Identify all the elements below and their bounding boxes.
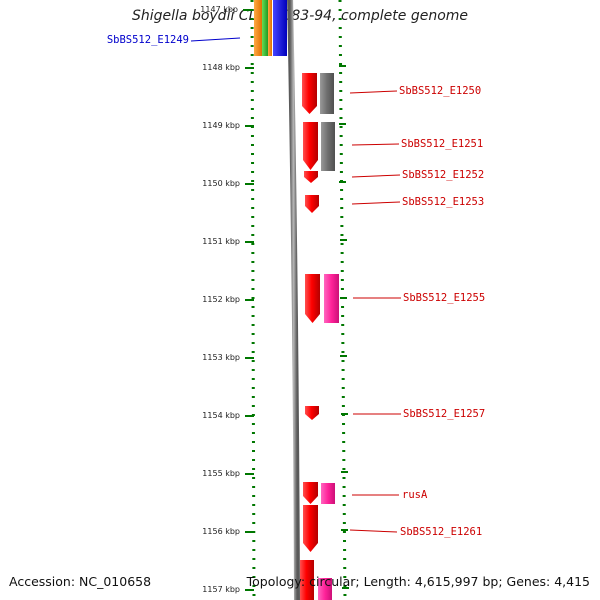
gene-label-e1250[interactable]: SbBS512_E1250 <box>399 85 481 97</box>
map-title: Shigella boydii CDC 3083-94, complete ge… <box>131 8 469 24</box>
axis-tick-label: 1149 kbp <box>202 121 240 130</box>
gene-arrow-e1261[interactable] <box>303 505 318 552</box>
label-line-e1253 <box>351 201 401 205</box>
gene-label-e1261[interactable]: SbBS512_E1261 <box>400 526 482 538</box>
genome-backbone <box>287 0 300 600</box>
cog-block-rusa <box>321 483 335 504</box>
gene-label-e1252[interactable]: SbBS512_E1252 <box>402 169 484 181</box>
gene-arrow-rusa[interactable] <box>303 482 318 504</box>
cog-block-e1250 <box>320 73 334 114</box>
axis-tick-label: 1154 kbp <box>202 411 240 420</box>
dotted-track-left <box>250 0 256 600</box>
gene-arrow-e1257[interactable] <box>305 406 319 420</box>
axis-tick-label: 1155 kbp <box>202 469 240 478</box>
gene-arrow-e1251[interactable] <box>303 122 318 170</box>
gene-arrow-bottom[interactable] <box>300 560 314 600</box>
gene-arrow-e1252[interactable] <box>304 171 318 183</box>
label-line-e1250 <box>349 90 398 94</box>
axis-tick-label: 1150 kbp <box>202 179 240 188</box>
gene-label-e1253[interactable]: SbBS512_E1253 <box>402 196 484 208</box>
gene-block-e1249[interactable] <box>254 0 287 56</box>
gene-label-e1249[interactable]: SbBS512_E1249 <box>107 34 189 46</box>
coordinate-axis: 1147 kbp 1148 kbp 1149 kbp 1150 kbp 1151… <box>200 5 254 594</box>
gene-arrow-e1250[interactable] <box>302 73 317 114</box>
right-track-ticks <box>339 65 349 589</box>
gene-label-e1255[interactable]: SbBS512_E1255 <box>403 292 485 304</box>
gene-arrow-e1255[interactable] <box>305 274 320 323</box>
gene-label-rusa[interactable]: rusA <box>402 489 428 501</box>
genome-summary-text: Topology: circular; Length: 4,615,997 bp… <box>246 574 590 589</box>
label-line-e1261 <box>349 529 398 533</box>
axis-tick-label: 1148 kbp <box>202 63 240 72</box>
label-line-e1249 <box>190 37 241 42</box>
axis-tick-label: 1153 kbp <box>202 353 240 362</box>
axis-tick-label: 1152 kbp <box>202 295 240 304</box>
gene-label-e1251[interactable]: SbBS512_E1251 <box>401 138 483 150</box>
label-line-e1252 <box>351 174 401 178</box>
cog-block-e1251 <box>321 122 335 171</box>
axis-tick-label: 1151 kbp <box>202 237 240 246</box>
cog-block-bottom <box>318 578 332 600</box>
axis-tick-label: 1156 kbp <box>202 527 240 536</box>
cog-block-e1255 <box>324 274 339 323</box>
label-line-e1251 <box>351 143 400 146</box>
dotted-track-right <box>338 0 347 600</box>
axis-tick-label: 1157 kbp <box>202 585 240 594</box>
gene-label-e1257[interactable]: SbBS512_E1257 <box>403 408 485 420</box>
axis-tick-label: 1147 kbp <box>200 5 238 14</box>
accession-text: Accession: NC_010658 <box>9 574 152 589</box>
gene-arrow-e1253[interactable] <box>305 195 319 213</box>
